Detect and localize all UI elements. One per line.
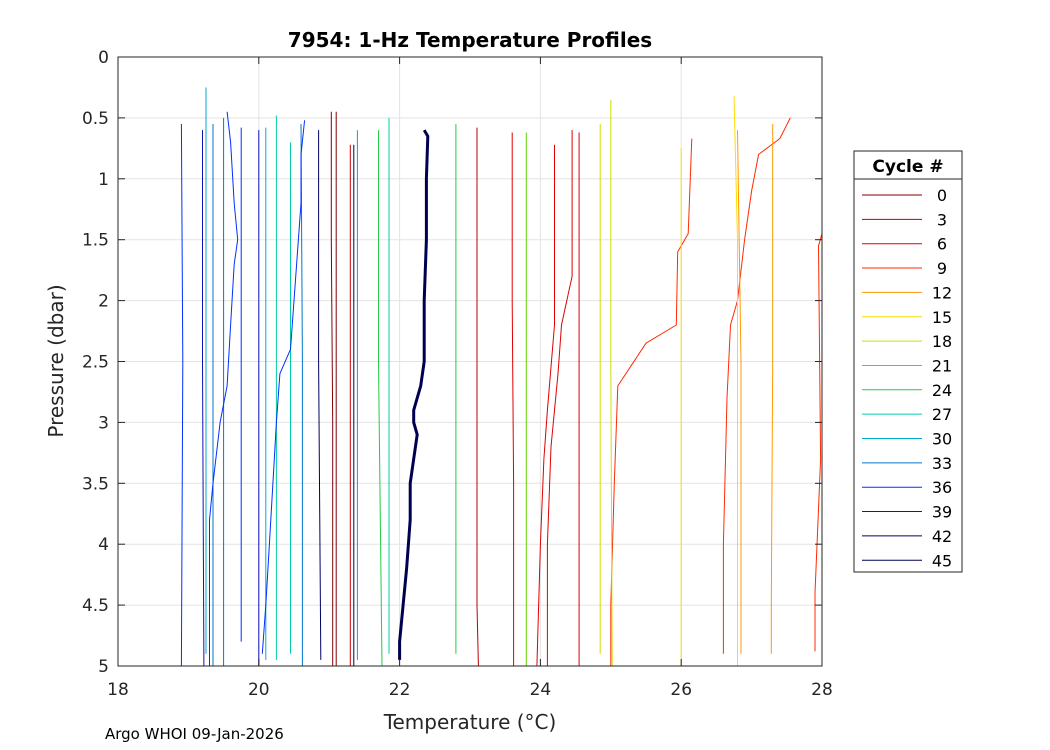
legend-label-3: 3 — [937, 210, 947, 229]
footer-credit: Argo WHOI 09-Jan-2026 — [105, 725, 284, 743]
chart-title: 7954: 1-Hz Temperature Profiles — [288, 28, 652, 52]
axis-ticks: 18 20 22 24 26 28 0 0.5 1 1.5 2 2.5 3 3.5 4 4.5 5 — [82, 48, 833, 700]
y-tick-label: 1 — [98, 170, 109, 190]
profile-cycle-0 — [330, 111, 334, 666]
y-axis-label: Pressure (dbar) — [44, 284, 68, 437]
legend-title: Cycle # — [872, 157, 943, 177]
series-layer — [180, 87, 823, 667]
legend-label-18: 18 — [932, 332, 952, 351]
y-tick-label: 0 — [98, 48, 109, 68]
profile-cycle-36 — [261, 120, 306, 654]
legend-label-36: 36 — [932, 478, 952, 497]
legend-label-0: 0 — [937, 186, 947, 205]
y-tick-label: 2 — [98, 292, 109, 312]
x-axis-label: Temperature (°C) — [383, 710, 557, 734]
x-tick-label: 24 — [530, 680, 552, 700]
legend-label-27: 27 — [932, 405, 952, 424]
legend-label-15: 15 — [932, 308, 952, 327]
y-tick-label: 0.5 — [82, 109, 109, 129]
legend-label-39: 39 — [932, 503, 952, 522]
legend-label-33: 33 — [932, 454, 952, 473]
profile-cycle-36 — [209, 111, 239, 666]
legend-label-6: 6 — [937, 235, 947, 254]
x-tick-label: 28 — [811, 680, 833, 700]
y-tick-label: 4 — [98, 535, 109, 555]
legend-label-42: 42 — [932, 527, 952, 546]
x-tick-label: 18 — [107, 680, 129, 700]
profile-cycle-18 — [610, 99, 613, 667]
legend-label-24: 24 — [932, 381, 952, 400]
x-tick-label: 20 — [248, 680, 270, 700]
legend-label-9: 9 — [937, 259, 947, 278]
legend-label-30: 30 — [932, 430, 952, 449]
profile-cycle-36 — [180, 123, 184, 667]
x-tick-label: 26 — [670, 680, 692, 700]
profile-cycle-6 — [546, 130, 573, 666]
legend-label-45: 45 — [932, 551, 952, 570]
y-tick-label: 3.5 — [82, 474, 109, 494]
x-tick-label: 22 — [389, 680, 411, 700]
profile-cycle-45 — [398, 129, 430, 660]
y-tick-label: 1.5 — [82, 231, 109, 251]
profile-cycle-39 — [202, 130, 205, 667]
legend-box — [853, 150, 963, 573]
profile-cycle-9 — [722, 117, 791, 654]
profile-cycle-42 — [318, 130, 322, 660]
profile-cycle-12 — [770, 124, 774, 654]
profile-cycle-3 — [476, 127, 479, 667]
profile-cycle-6 — [536, 144, 555, 667]
y-tick-label: 2.5 — [82, 353, 109, 373]
profile-cycle-6 — [511, 132, 515, 666]
y-tick-label: 4.5 — [82, 596, 109, 616]
grid-lines — [117, 56, 823, 667]
profile-cycle-15 — [733, 95, 738, 666]
profile-cycle-12 — [737, 130, 742, 654]
legend-label-12: 12 — [932, 283, 952, 302]
y-tick-label: 3 — [98, 413, 109, 433]
y-tick-label: 5 — [98, 657, 109, 677]
profile-cycle-24 — [378, 130, 383, 667]
legend-label-21: 21 — [932, 356, 952, 375]
